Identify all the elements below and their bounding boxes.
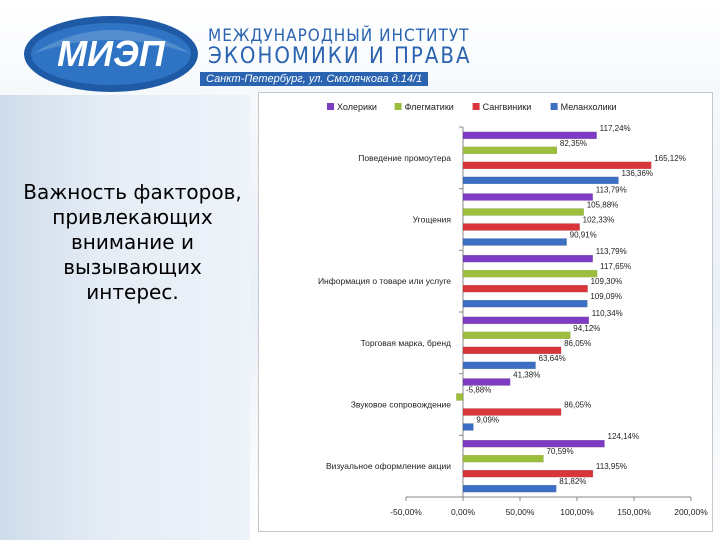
bar [462,408,562,416]
data-label: 41,38% [513,371,540,380]
data-label: 90,91% [570,231,597,240]
bar [462,316,590,325]
category-label: Визуальное оформление акции [326,461,451,471]
data-label: 82,35% [560,139,587,148]
bar [462,484,557,493]
data-label: 165,12% [654,154,686,163]
background-band [0,95,250,540]
bar [462,176,619,185]
data-label: 86,05% [564,401,591,410]
legend-label: Холерики [337,102,377,112]
bar [462,161,652,170]
bar [462,193,593,201]
category-label: Угощения [413,215,452,225]
bar [462,454,544,463]
data-label: 113,95% [596,462,627,471]
bar [462,299,588,308]
bar [462,423,474,431]
data-label: -5,88% [466,386,491,395]
bar [462,238,567,246]
institute-name-line2: ЭКОНОМИКИ И ПРАВА [208,44,472,69]
bar [462,254,593,263]
category-label: Звуковое сопровождение [351,400,451,410]
bar [456,393,464,401]
x-tick-label: 150,00% [617,507,651,517]
bar [462,439,605,448]
data-label: 110,34% [592,309,623,318]
bar [462,223,580,231]
institute-address: Санкт-Петербург, ул. Смолячкова д.14/1 [200,72,429,86]
institute-name-line1: МЕЖДУНАРОДНЫЙ ИНСТИТУТ [208,26,470,46]
data-label: 136,36% [621,169,653,178]
chart-container: Холерики Флегматики Сангвиники Меланхолики -… [258,92,713,532]
bar [462,131,597,140]
logo-text: МИЭП [57,33,166,74]
x-tick-label: 0,00% [451,507,476,517]
data-label: 63,64% [539,354,566,363]
bar [462,146,558,155]
data-label: 109,30% [591,277,623,286]
data-label: 70,59% [546,447,573,456]
data-label: 102,33% [583,216,615,225]
bar [462,346,562,355]
data-label: 117,24% [600,124,631,133]
bar [462,208,584,216]
data-label: 113,79% [596,186,627,195]
bar [462,284,588,293]
data-label: 124,14% [608,432,640,441]
bar-chart: Холерики Флегматики Сангвиники Меланхолики -… [318,102,708,517]
data-label: 9,09% [476,416,499,425]
legend-swatch [394,103,402,110]
category-label: Поведение промоутера [358,153,451,163]
legend-swatch [327,103,334,110]
x-tick-label: -50,00% [390,507,422,517]
bar [462,331,571,340]
bar [462,361,536,370]
bar [462,269,598,278]
slide-title: Важность факторов, привлекающих внимание… [23,180,242,304]
legend-label: Меланхолики [561,102,617,112]
data-label: 81,82% [559,477,586,486]
x-tick-label: 100,00% [560,507,594,517]
x-tick-label: 200,00% [674,507,708,517]
data-label: 109,09% [590,292,622,301]
data-label: 94,12% [573,324,600,333]
bar [462,378,511,386]
data-label: 105,88% [587,201,619,210]
legend-swatch [550,103,558,110]
logo: МИЭП [24,16,198,92]
category-label: Информация о товаре или услуге [318,276,451,286]
bar [462,469,594,478]
legend-label: Сангвиники [483,102,532,112]
x-tick-label: 50,00% [506,507,535,517]
data-label: 117,65% [600,262,631,271]
data-label: 86,05% [564,339,591,348]
category-label: Торговая марка, бренд [361,338,451,348]
data-label: 113,79% [596,247,627,256]
legend-swatch [472,103,480,110]
legend-label: Флегматики [405,102,454,112]
